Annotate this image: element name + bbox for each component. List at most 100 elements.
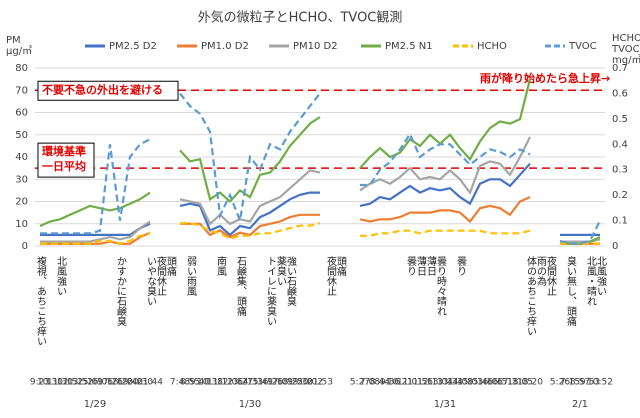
x-tick-label: 18:20 — [517, 378, 543, 388]
annotation: 雨の為 — [535, 256, 547, 287]
reference-label-box — [37, 142, 95, 178]
x-tick-label: 5:27 — [350, 378, 370, 388]
annotation: 弱い雨風 — [185, 256, 197, 297]
series-line — [40, 92, 601, 245]
legend-label: PM2.5 N1 — [385, 41, 433, 52]
x-tick-label: 11:56 — [407, 378, 433, 388]
y-tick-label: 20 — [15, 197, 28, 208]
annotation: 曇り — [455, 256, 467, 276]
y2-axis-label: mg/㎥ — [612, 53, 640, 66]
x-tick-label: 9:23 — [30, 378, 50, 388]
annotation: 頭痛 — [165, 256, 177, 277]
x-tick-label: 15:03 — [457, 378, 483, 388]
y2-tick-label: 0.3 — [612, 165, 628, 176]
y2-axis-label: TVOC — [611, 44, 640, 55]
x-tick-label: 9:36 — [380, 378, 400, 388]
x-tick-label: 7:08 — [360, 378, 380, 388]
x-tick-label: 18:20 — [107, 378, 133, 388]
x-tick-label: 7:48 — [170, 378, 190, 388]
x-tick-label: 16:51 — [487, 378, 513, 388]
date-label: 1/29 — [84, 399, 106, 410]
y2-tick-label: 0.1 — [612, 216, 628, 227]
y-tick-label: 0 — [22, 241, 28, 252]
annotation: 夜間休止 — [325, 255, 337, 296]
annotation: かすかに石鹸臭 — [115, 256, 127, 327]
x-tick-label: 15:46 — [467, 378, 493, 388]
series-line — [40, 162, 600, 237]
x-tick-label: 13:27 — [227, 378, 253, 388]
x-tick-label: 17:26 — [97, 378, 123, 388]
annotation: 石鹸集、頭痛 — [235, 256, 247, 317]
legend-label: PM1.0 D2 — [201, 41, 249, 52]
reference-label-box — [37, 80, 179, 101]
annotation: 南風 — [215, 255, 227, 277]
y2-tick-label: 0.7 — [612, 63, 628, 74]
x-tick-label: 21:53 — [307, 378, 333, 388]
x-tick-label: 19:40 — [117, 378, 143, 388]
annotation: 薬臭い — [275, 256, 287, 286]
x-tick-label: 20:02 — [297, 378, 323, 388]
y-axis-label: μg/㎥ — [6, 44, 32, 57]
y-tick-label: 60 — [15, 108, 28, 119]
series-line — [39, 78, 601, 245]
y2-axis-label: HCHO — [612, 33, 640, 44]
annotation: 北風・晴れ — [585, 256, 597, 306]
annotation: 北風強い — [55, 256, 67, 296]
legend-label: HCHO — [477, 41, 507, 52]
annotation: いやな臭い — [145, 256, 157, 306]
annotation: 曇り時々晴れ — [435, 256, 447, 316]
y2-tick-label: 0.2 — [612, 190, 628, 201]
x-tick-label: 8:44 — [370, 378, 390, 388]
x-tick-label: 19:30 — [287, 378, 313, 388]
annotation: 強い石鹸臭 — [285, 255, 297, 307]
annotation: 臭い無し、頭痛 — [565, 255, 577, 327]
y2-tick-label: 0.5 — [612, 114, 628, 125]
x-tick-label: 15:09 — [77, 378, 103, 388]
reference-label: 環境基準 — [42, 144, 86, 158]
legend-label: TVOC — [568, 41, 597, 52]
y-tick-label: 70 — [15, 85, 28, 96]
legend-label: PM10 D2 — [293, 41, 338, 52]
x-tick-label: 12:52 — [57, 378, 83, 388]
date-label: 1/31 — [434, 399, 456, 410]
x-tick-label: 10:30 — [37, 378, 63, 388]
annotation: 薄日 — [425, 255, 437, 276]
x-tick-label: 9:53 — [580, 378, 600, 388]
x-tick-label: 12:13 — [417, 378, 443, 388]
y2-tick-label: 0.6 — [612, 88, 628, 99]
x-tick-label: 13:52 — [67, 378, 93, 388]
x-tick-label: 17:31 — [497, 378, 523, 388]
annotation: 夜間休止 — [155, 255, 167, 296]
y-tick-label: 30 — [15, 174, 28, 185]
date-label: 2/1 — [572, 399, 588, 410]
annotation: 夜間休止 — [545, 255, 557, 296]
y2-tick-label: 0 — [612, 241, 618, 252]
annotation: 薄日 — [415, 255, 427, 276]
x-tick-label: 10:38 — [197, 378, 223, 388]
x-tick-label: 14:08 — [447, 378, 473, 388]
x-tick-label: 11:12 — [207, 378, 233, 388]
x-tick-label: 12:06 — [217, 378, 243, 388]
x-tick-label: 15:49 — [247, 378, 273, 388]
x-tick-label: 17:09 — [267, 378, 293, 388]
x-tick-label: 8:57 — [570, 378, 590, 388]
legend-label: PM2.5 D2 — [109, 41, 157, 52]
x-tick-label: 21:44 — [137, 378, 163, 388]
chart-title: 外気の微粒子とHCHO、TVOC観測 — [198, 10, 403, 26]
reference-label: 不要不急の外出を避ける — [42, 82, 163, 96]
annotation: 北風強い — [595, 256, 607, 296]
x-tick-label: 16:26 — [257, 378, 283, 388]
x-tick-label: 20:30 — [127, 378, 153, 388]
x-tick-label: 10:52 — [587, 378, 613, 388]
annotation: 体のあちこち痒い — [525, 256, 537, 336]
annotation: 曇り — [405, 256, 417, 276]
x-tick-label: 18:25 — [277, 378, 303, 388]
x-tick-label: 5:26 — [550, 378, 570, 388]
date-label: 1/30 — [239, 399, 261, 410]
x-tick-label: 16:06 — [477, 378, 503, 388]
annotation: 複視、あちこち痒い — [35, 255, 47, 346]
x-tick-label: 10:21 — [387, 378, 413, 388]
series-line — [40, 136, 601, 243]
x-tick-label: 13:04 — [427, 378, 453, 388]
x-tick-label: 14:33 — [237, 378, 263, 388]
